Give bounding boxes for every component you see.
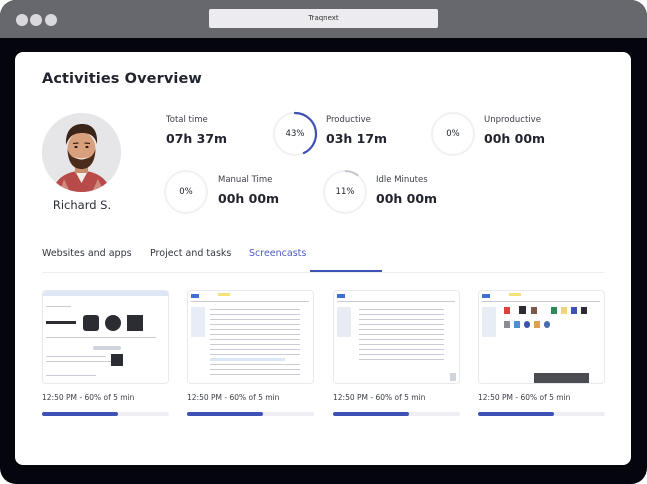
stat-value: 03h 17m: [326, 131, 388, 146]
progress-ring-icon: [323, 170, 367, 214]
idle-minutes-percent: 11%: [335, 187, 355, 197]
stat-label: Total time: [166, 115, 208, 125]
active-tab-indicator: [310, 270, 382, 272]
tab-project-and-tasks[interactable]: Project and tasks: [150, 248, 232, 259]
tab-bar: Websites and apps Project and tasks Scre…: [42, 248, 604, 273]
screencast-progress: [478, 412, 605, 416]
window-control-maximize[interactable]: [45, 14, 57, 26]
activities-overview-card: Activities Overview: [15, 52, 631, 465]
page-title: Activities Overview: [42, 71, 202, 87]
screencast-progress: [42, 412, 169, 416]
manual-time-percent: 0%: [179, 187, 193, 197]
progress-ring-icon: [272, 111, 318, 157]
stat-value: 00h 00m: [484, 131, 546, 146]
window-control-minimize[interactable]: [30, 14, 42, 26]
stat-label: Productive: [326, 115, 371, 125]
stat-value: 07h 37m: [166, 131, 228, 146]
stat-value: 00h 00m: [376, 191, 438, 206]
screencast-thumbnail[interactable]: [478, 290, 605, 384]
screencast-caption: 12:50 PM - 60% of 5 min: [333, 393, 426, 402]
screencast-caption: 12:50 PM - 60% of 5 min: [42, 393, 135, 402]
screencast-item[interactable]: 12:50 PM - 60% of 5 min: [478, 290, 605, 416]
productive-percent: 43%: [285, 129, 305, 139]
unproductive-ring: 0%: [430, 111, 476, 157]
screencast-thumbnail[interactable]: [42, 290, 169, 384]
stat-productive: Productive 03h 17m: [326, 115, 387, 146]
productive-ring: 43%: [272, 111, 318, 157]
idle-minutes-ring: 11%: [322, 169, 368, 215]
screencast-progress: [187, 412, 314, 416]
user-name: Richard S.: [52, 198, 112, 212]
window-control-close[interactable]: [16, 14, 28, 26]
stat-label: Idle Minutes: [376, 175, 428, 185]
stat-value: 00h 00m: [218, 191, 280, 206]
user-photo-icon: [42, 113, 121, 192]
screencast-thumbnail[interactable]: [333, 290, 460, 384]
stat-total-time: Total time 07h 37m: [166, 115, 227, 146]
manual-time-ring: 0%: [163, 169, 209, 215]
screencast-caption: 12:50 PM - 60% of 5 min: [478, 393, 571, 402]
avatar: [42, 113, 121, 192]
progress-ring-icon: [431, 112, 475, 156]
tab-websites-and-apps[interactable]: Websites and apps: [42, 248, 132, 259]
stat-unproductive: Unproductive 00h 00m: [484, 115, 545, 146]
screencast-item[interactable]: 12:50 PM - 60% of 5 min: [42, 290, 169, 416]
screencast-item[interactable]: 12:50 PM - 60% of 5 min: [333, 290, 460, 416]
stat-idle-minutes: Idle Minutes 00h 00m: [376, 175, 437, 206]
screencast-item[interactable]: 12:50 PM - 60% of 5 min: [187, 290, 314, 416]
tab-screencasts[interactable]: Screencasts: [249, 248, 307, 259]
screencast-progress: [333, 412, 460, 416]
progress-ring-icon: [164, 170, 208, 214]
unproductive-percent: 0%: [446, 129, 460, 139]
title-bar: Traqnext: [0, 0, 647, 38]
stat-label: Manual Time: [218, 175, 273, 185]
stat-manual-time: Manual Time 00h 00m: [218, 175, 279, 206]
address-bar[interactable]: Traqnext: [209, 9, 438, 28]
screencast-caption: 12:50 PM - 60% of 5 min: [187, 393, 280, 402]
screencast-thumbnail[interactable]: [187, 290, 314, 384]
stat-label: Unproductive: [484, 115, 541, 125]
